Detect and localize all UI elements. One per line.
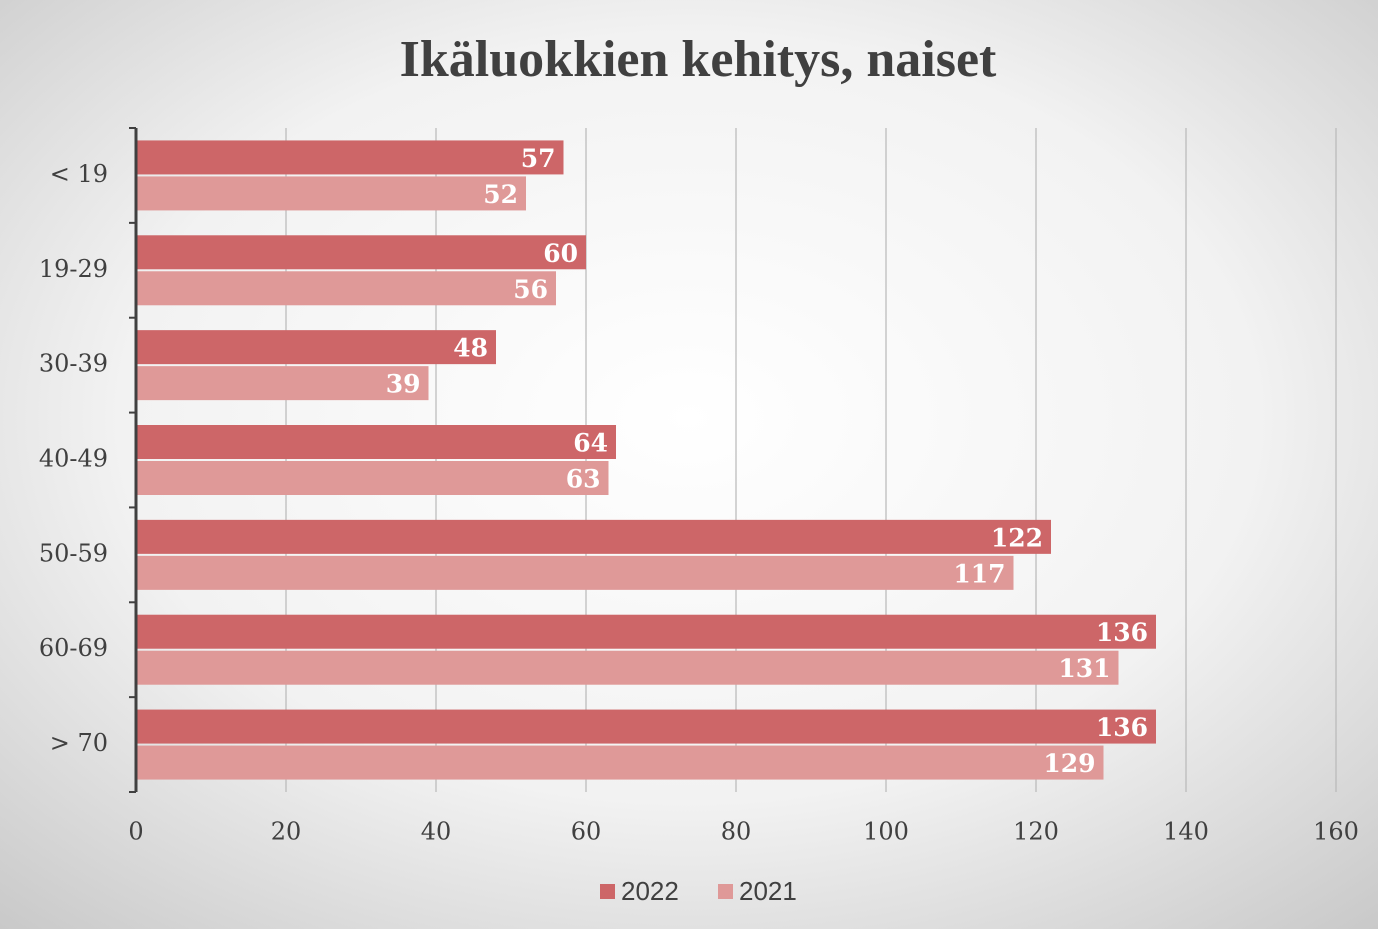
data-label: 63 [566,465,601,494]
data-label: 129 [1043,749,1095,778]
data-label: 48 [453,334,488,363]
legend-label: 2022 [621,876,679,906]
bar [136,650,1119,685]
legend-swatch [600,884,615,899]
data-label: 136 [1096,618,1148,647]
data-label: 122 [991,523,1043,552]
bar [136,176,526,211]
y-tick-label: 19-29 [39,255,108,283]
x-tick-label: 140 [1163,818,1209,846]
data-label: 57 [521,144,556,173]
chart-title: Ikäluokkien kehitys, naiset [400,31,997,88]
x-tick-label: 60 [571,818,602,846]
y-tick-label: 40-49 [39,445,108,473]
x-tick-label: 20 [271,818,302,846]
bar [136,519,1051,554]
x-tick-label: 100 [863,818,909,846]
bar [136,461,609,495]
bar [136,555,1014,590]
bar [136,235,586,270]
legend-swatch [718,884,733,899]
legend-label: 2021 [739,876,797,906]
data-label: 52 [483,180,518,209]
bar [136,330,496,365]
data-label: 136 [1096,713,1148,742]
x-tick-label: 160 [1313,818,1359,846]
data-label: 131 [1058,654,1110,683]
bar [136,425,616,459]
x-tick-label: 40 [421,818,452,846]
data-label: 39 [386,370,421,399]
y-tick-label: 50-59 [39,539,108,567]
data-label: 64 [573,429,608,458]
bar [136,614,1156,649]
bar [136,366,429,401]
y-tick-label: > 70 [50,729,108,757]
x-tick-label: 0 [128,818,143,846]
y-tick-label: 30-39 [39,350,108,378]
x-tick-label: 120 [1013,818,1059,846]
bar [136,140,564,175]
x-tick-label: 80 [721,818,752,846]
bar [136,709,1156,744]
data-label: 56 [513,275,548,304]
data-label: 60 [543,239,578,268]
bar [136,745,1104,780]
y-tick-label: 60-69 [39,634,108,662]
data-label: 117 [953,559,1005,588]
bar [136,271,556,306]
y-tick-label: < 19 [50,160,108,188]
